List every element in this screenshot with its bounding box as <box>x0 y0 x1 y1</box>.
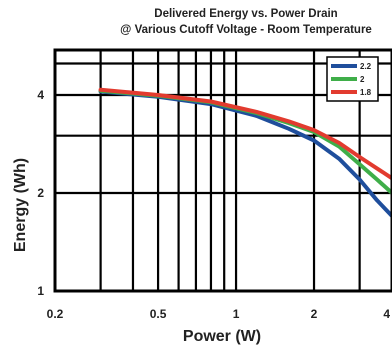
chart-subtitle: @ Various Cutoff Voltage - Room Temperat… <box>120 24 372 36</box>
chart-title: Delivered Energy vs. Power Drain <box>154 8 337 20</box>
x-axis-label: Power (W) <box>183 328 261 345</box>
legend-label: 1.8 <box>360 88 372 97</box>
x-tick-label: 1 <box>233 307 240 321</box>
legend-label: 2.2 <box>360 62 372 71</box>
x-tick-label: 0.5 <box>150 307 167 321</box>
series-line-1-8 <box>98 87 392 181</box>
y-tick-label: 2 <box>37 186 44 200</box>
tick-labels: 0.2 0.5 1 2 4 1 2 4 <box>37 88 390 321</box>
x-tick-label: 0.2 <box>47 307 64 321</box>
series-line-2 <box>98 88 392 195</box>
series-lines <box>98 87 392 218</box>
x-tick-label: 4 <box>383 307 390 321</box>
y-tick-label: 4 <box>37 88 44 102</box>
x-tick-label: 2 <box>311 307 318 321</box>
y-tick-label: 1 <box>37 284 44 298</box>
legend: 2.2 2 1.8 <box>326 56 379 102</box>
y-axis-label: Energy (Wh) <box>12 158 29 252</box>
plot-frame <box>53 48 392 293</box>
legend-label: 2 <box>360 75 365 84</box>
